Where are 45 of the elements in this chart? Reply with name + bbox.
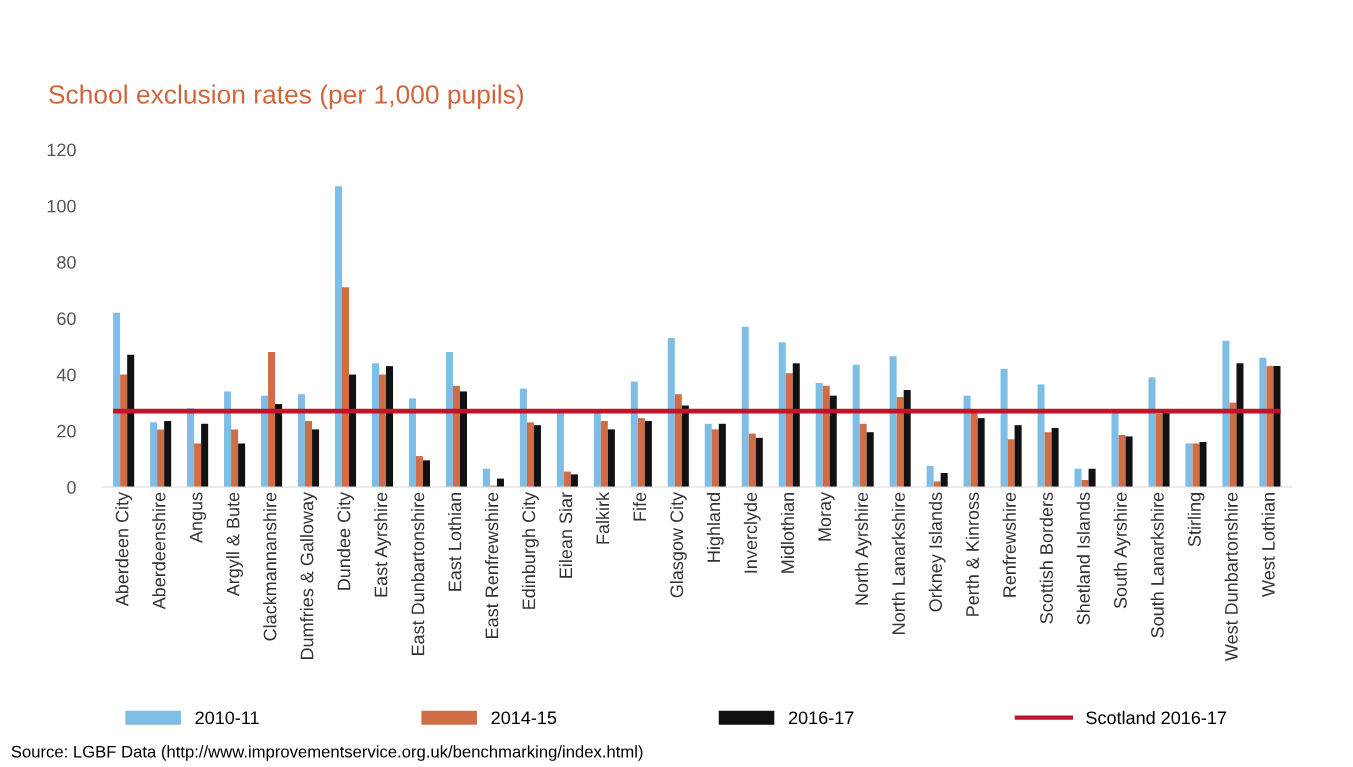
x-tick-label: Scottish Borders bbox=[1039, 492, 1053, 624]
x-tick-label: Inverclyde bbox=[743, 492, 761, 573]
source-note: Source: LGBF Data (http://www.improvementservice.org.uk/benchmarking/index.html) bbox=[11, 745, 643, 761]
x-tick-label: Eilean Siar bbox=[558, 492, 573, 578]
x-tick-label: Dumfries & Galloway bbox=[300, 491, 317, 659]
x-tick-label: West Lothian bbox=[1261, 493, 1275, 597]
y-tick-label: 100 bbox=[47, 199, 76, 213]
legend-label: Scotland 2016-17 bbox=[1086, 710, 1227, 725]
x-tick-label: Falkirk bbox=[595, 491, 610, 544]
y-tick-label: 120 bbox=[47, 143, 76, 157]
x-tick-label: Angus bbox=[189, 492, 207, 544]
x-tick-label: Highland bbox=[706, 493, 724, 562]
x-tick-label: Stirling bbox=[1187, 493, 1205, 547]
x-tick-label: Orkney Islands bbox=[928, 492, 946, 612]
x-tick-label: Dundee City bbox=[337, 491, 354, 590]
x-tick-label: West Dunbartonshire bbox=[1224, 492, 1238, 662]
x-tick-label: East Lothian bbox=[448, 493, 462, 591]
y-tick-label: 80 bbox=[57, 255, 76, 269]
chart-title: School exclusion rates (per 1,000 pupils) bbox=[49, 84, 523, 110]
x-tick-label: Aberdeen City bbox=[115, 491, 133, 607]
x-tick-label: Renfrewshire bbox=[1002, 492, 1016, 597]
y-tick-label: 0 bbox=[67, 480, 76, 494]
legend-label: 2016-17 bbox=[788, 711, 854, 725]
x-tick-label: Midlothian bbox=[780, 493, 795, 573]
legend-label: 2014-15 bbox=[491, 711, 557, 725]
x-tick-label: North Lanarkshire bbox=[891, 492, 906, 634]
x-tick-label: East Dunbartonshire bbox=[411, 492, 425, 656]
x-tick-label: North Ayrshire bbox=[854, 492, 872, 605]
x-tick-label: East Renfrewshire bbox=[485, 492, 499, 638]
x-tick-label: Edinburgh City bbox=[521, 491, 539, 609]
x-tick-label: Aberdeenshire bbox=[152, 492, 166, 610]
x-tick-label: South Lanarkshire bbox=[1150, 492, 1164, 638]
y-tick-label: 40 bbox=[56, 368, 76, 382]
x-tick-label: Glasgow City bbox=[669, 491, 687, 598]
x-tick-label: South Ayrshire bbox=[1113, 492, 1131, 609]
x-tick-label: Argyll & Bute bbox=[226, 492, 244, 597]
y-tick-label: 20 bbox=[57, 424, 76, 438]
x-tick-label: Perth & Kinross bbox=[965, 492, 979, 616]
y-tick-label: 60 bbox=[57, 312, 76, 326]
x-tick-label: Clackmannanshire bbox=[263, 492, 277, 641]
x-tick-label: Moray bbox=[818, 491, 835, 541]
x-tick-label: Fife bbox=[632, 492, 647, 521]
legend-label: 2010-11 bbox=[195, 711, 259, 725]
x-tick-label: Shetland Islands bbox=[1076, 492, 1090, 625]
x-tick-label: East Ayrshire bbox=[374, 492, 391, 597]
